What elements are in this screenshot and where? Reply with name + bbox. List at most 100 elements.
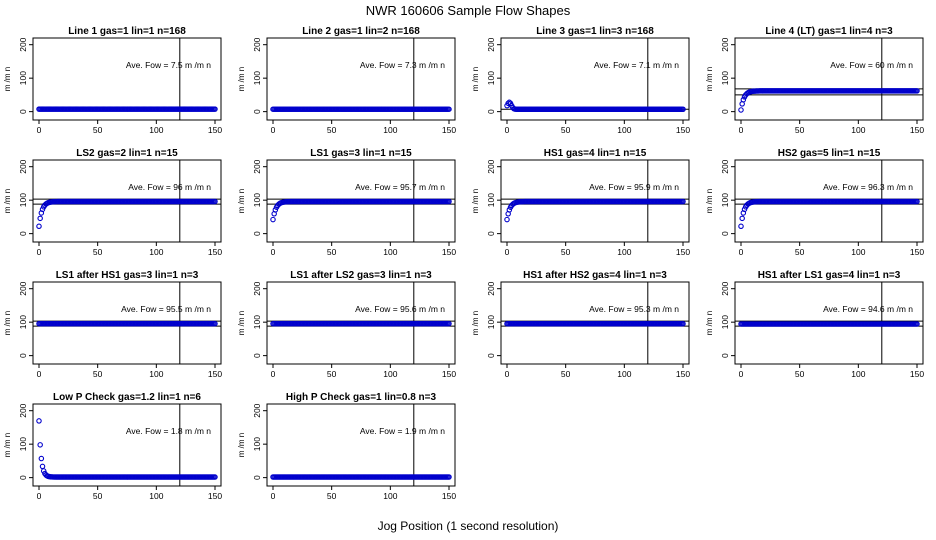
y-tick-label: 0 [720, 109, 730, 114]
average-flow-annotation: Ave. Fow = 94.6 m /m n [823, 304, 913, 314]
y-tick-label: 100 [486, 71, 496, 85]
y-tick-label: 200 [252, 403, 262, 417]
y-tick-label: 200 [486, 37, 496, 51]
x-tick-label: 0 [37, 369, 42, 379]
y-axis-label: m /m n [3, 67, 12, 91]
y-tick-label: 0 [720, 231, 730, 236]
plot-frame [500, 281, 690, 365]
panel-4: Line 4 (LT) gas=1 lin=4 n=3 0 50 100 150 0 100… [705, 26, 924, 135]
y-tick-label: 200 [252, 37, 262, 51]
x-tick-label: 50 [327, 247, 337, 257]
panel-grid: Line 1 gas=1 lin=1 n=168 0 50 100 150 0 100 200… [3, 26, 924, 501]
figure-title: NWR 160606 Sample Flow Shapes [366, 3, 571, 18]
plot-frame [734, 37, 924, 121]
x-tick-label: 150 [442, 247, 456, 257]
data-point [738, 223, 744, 230]
data-point [739, 215, 745, 222]
x-tick-label: 100 [383, 369, 397, 379]
data-point [446, 106, 452, 112]
plot-frame [266, 37, 456, 121]
x-tick-label: 0 [37, 125, 42, 135]
y-tick-label: 100 [18, 193, 28, 207]
data-point [504, 216, 510, 223]
x-tick-label: 150 [910, 125, 924, 135]
plot-frame [500, 37, 690, 121]
panel-title: Low P Check gas=1.2 lin=1 n=6 [53, 392, 201, 403]
x-tick-label: 0 [505, 369, 510, 379]
panel-5: LS2 gas=2 lin=1 n=15 0 50 100 150 0 100 200 m /m… [3, 148, 222, 257]
y-axis-label: m /m n [3, 433, 12, 457]
y-axis-label: m /m n [3, 189, 12, 213]
data-points [270, 106, 452, 112]
plot-frame [734, 159, 924, 243]
data-point [36, 223, 42, 230]
x-tick-label: 100 [851, 369, 865, 379]
panel-title: Line 3 gas=1 lin=3 n=168 [536, 26, 654, 37]
data-point [680, 198, 686, 205]
average-flow-annotation: Ave. Fow = 1.8 m /m n [126, 426, 211, 436]
x-tick-label: 100 [383, 125, 397, 135]
x-tick-label: 150 [208, 369, 222, 379]
panel-12: HS1 after LS1 gas=4 lin=1 n=3 0 50 100 150 0 1… [705, 270, 924, 379]
x-tick-label: 50 [93, 491, 103, 501]
x-tick-label: 50 [327, 491, 337, 501]
x-tick-label: 100 [383, 247, 397, 257]
x-tick-label: 0 [37, 247, 42, 257]
data-point [38, 455, 45, 462]
y-axis-label: m /m n [471, 67, 480, 91]
figure-xlabel: Jog Position (1 second resolution) [378, 519, 559, 533]
panel-title: HS1 after LS1 gas=4 lin=1 n=3 [758, 270, 901, 281]
y-tick-label: 200 [486, 281, 496, 295]
average-flow-annotation: Ave. Fow = 7.5 m /m n [126, 60, 211, 70]
data-point [680, 106, 686, 113]
y-axis-label: m /m n [237, 311, 246, 335]
average-flow-annotation: Ave. Fow = 95.3 m /m n [589, 304, 679, 314]
panel-title: LS2 gas=2 lin=1 n=15 [76, 148, 178, 159]
x-tick-label: 0 [739, 369, 744, 379]
y-tick-label: 0 [18, 109, 28, 114]
y-tick-label: 100 [18, 437, 28, 451]
x-tick-label: 100 [617, 247, 631, 257]
data-point [212, 198, 218, 205]
data-points [504, 320, 686, 327]
y-tick-label: 100 [18, 71, 28, 85]
x-tick-label: 0 [271, 125, 276, 135]
x-tick-label: 50 [795, 247, 805, 257]
data-point [738, 107, 744, 113]
y-tick-label: 200 [18, 281, 28, 295]
average-flow-annotation: Ave. Fow = 95.7 m /m n [355, 182, 445, 192]
plot-frame [266, 403, 456, 487]
average-flow-annotation: Ave. Fow = 96 m /m n [128, 182, 211, 192]
plot-frame [32, 403, 222, 487]
data-point [446, 198, 452, 205]
x-tick-label: 100 [851, 125, 865, 135]
x-tick-label: 0 [505, 247, 510, 257]
data-point [40, 468, 47, 474]
y-tick-label: 100 [486, 315, 496, 329]
y-tick-label: 200 [486, 159, 496, 173]
x-tick-label: 50 [93, 247, 103, 257]
average-flow-annotation: Ave. Fow = 7.1 m /m n [594, 60, 679, 70]
panel-title: HS1 after HS2 gas=4 lin=1 n=3 [523, 270, 667, 281]
data-points [270, 320, 452, 327]
y-tick-label: 0 [18, 353, 28, 358]
data-point [446, 320, 452, 327]
x-tick-label: 0 [505, 125, 510, 135]
x-tick-label: 100 [617, 125, 631, 135]
data-points [36, 418, 218, 480]
x-tick-label: 100 [149, 491, 163, 501]
data-point [37, 442, 43, 448]
panel-10: LS1 after LS2 gas=3 lin=1 n=3 0 50 100 150 0 1… [237, 270, 456, 379]
y-tick-label: 0 [486, 231, 496, 236]
average-flow-annotation: Ave. Fow = 95.6 m /m n [355, 304, 445, 314]
panel-title: Line 4 (LT) gas=1 lin=4 n=3 [765, 26, 893, 37]
y-tick-label: 100 [18, 315, 28, 329]
panel-1: Line 1 gas=1 lin=1 n=168 0 50 100 150 0 100 200… [3, 26, 222, 135]
panel-title: LS1 gas=3 lin=1 n=15 [310, 148, 412, 159]
y-tick-label: 200 [720, 159, 730, 173]
y-tick-label: 100 [252, 71, 262, 85]
data-point [914, 321, 920, 327]
y-axis-label: m /m n [471, 189, 480, 213]
x-tick-label: 50 [561, 125, 571, 135]
x-tick-label: 150 [910, 369, 924, 379]
